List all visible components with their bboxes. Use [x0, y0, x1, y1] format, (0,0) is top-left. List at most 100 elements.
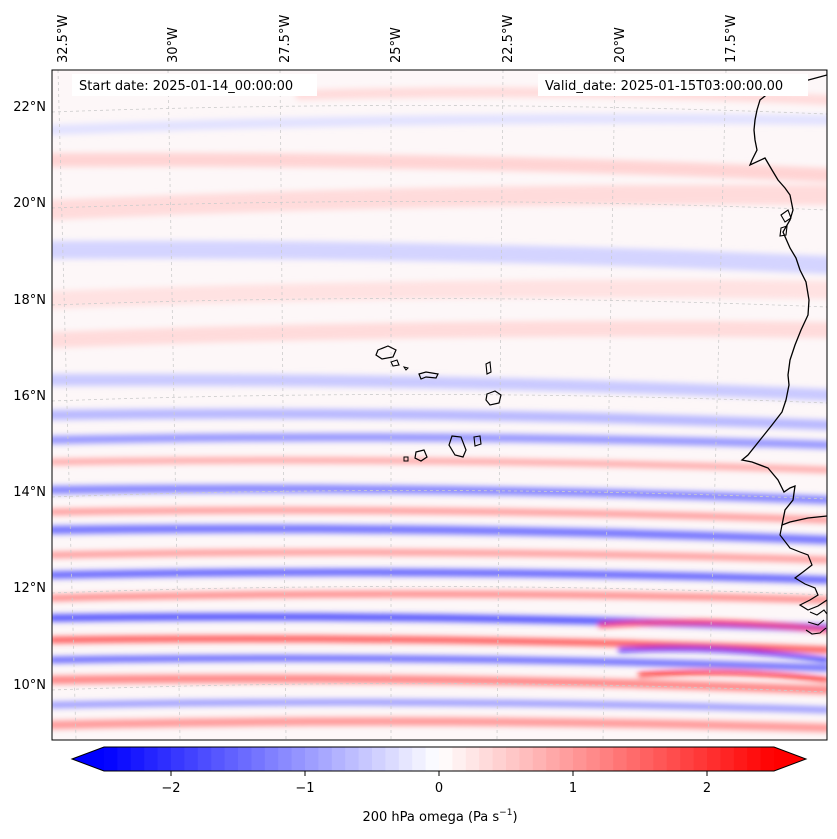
island-boa-vista: [485, 390, 502, 406]
lat-label: 22°N: [13, 100, 46, 115]
colorbar-cell: [733, 747, 748, 771]
colorbar-cell: [439, 747, 453, 771]
omega-band: [52, 184, 827, 220]
colorbar-cell: [318, 747, 333, 771]
colorbar-cell: [238, 747, 252, 771]
omega-band: [52, 433, 827, 449]
parallel-line: [52, 683, 827, 693]
start-date-label: Start date: 2025-01-14_00:00:00: [79, 79, 293, 94]
colorbar-cell: [599, 747, 614, 771]
lat-label: 14°N: [13, 485, 46, 500]
omega-band: [52, 674, 827, 694]
lon-label: 27.5°W: [278, 15, 293, 63]
colorbar-cell: [573, 747, 587, 771]
lon-label: 22.5°W: [501, 15, 516, 63]
colorbar-cell: [626, 747, 641, 771]
omega-band: [52, 240, 827, 274]
colorbar-cell: [345, 747, 360, 771]
colorbar-cell: [305, 747, 319, 771]
meridian-line: [57, 70, 77, 740]
omega-band: [52, 635, 827, 653]
island-santo-antao: [375, 345, 397, 360]
colorbar-cell: [171, 747, 185, 771]
colorbar-cell: [278, 747, 293, 771]
colorbar-cell: [372, 747, 386, 771]
colorbar-outline: [70, 746, 808, 772]
colorbar-cell: [707, 747, 721, 771]
colorbar-cell: [425, 747, 440, 771]
meridian-line: [279, 70, 287, 740]
omega-band: [52, 279, 827, 309]
colorbar-tick-label: 0: [435, 781, 443, 796]
lat-label: 12°N: [13, 581, 46, 596]
omega-band: [52, 655, 827, 671]
map-border: [51, 69, 828, 741]
colorbar-ticks: −2 −1 0 1 2: [161, 771, 711, 796]
omega-band: [52, 320, 827, 348]
colorbar-cell: [224, 747, 239, 771]
island-fogo: [414, 449, 428, 462]
latitude-labels: 22°N 20°N 18°N 16°N 14°N 12°N 10°N: [13, 100, 46, 693]
colorbar-cell: [546, 747, 561, 771]
omega-band: [52, 699, 827, 713]
colorbar-extend-max: [774, 747, 806, 771]
omega-band: [52, 549, 827, 563]
lon-label: 17.5°W: [724, 15, 739, 63]
parallel-line: [52, 490, 827, 500]
omega-band: [618, 646, 827, 662]
gridlines: [52, 70, 827, 740]
colorbar-cell: [465, 747, 480, 771]
cape-blanc-island: [779, 209, 792, 237]
colorbar-cell: [211, 747, 226, 771]
map-panel: Start date: 2025-01-14_00:00:00 Valid_da…: [51, 69, 828, 741]
colorbar-cell: [640, 747, 654, 771]
parallel-line: [52, 105, 827, 115]
colorbar-cell: [586, 747, 601, 771]
omega-band: [638, 670, 827, 682]
colorbar-cell: [184, 747, 199, 771]
parallel-line: [52, 201, 827, 211]
lon-label: 30°W: [166, 27, 181, 63]
colorbar-cell: [358, 747, 373, 771]
island-maio: [473, 435, 482, 447]
lat-label: 18°N: [13, 293, 46, 308]
colorbar-cell: [479, 747, 494, 771]
colorbar-cell: [747, 747, 762, 771]
colorbar-cell: [398, 747, 413, 771]
colorbar-cell: [264, 747, 279, 771]
meridian-line: [496, 70, 504, 740]
omega-band: [52, 484, 827, 504]
island-sal: [485, 361, 492, 375]
colorbar-tick-label: −2: [161, 781, 180, 796]
colorbar-cell: [144, 747, 159, 771]
colorbar-cell: [117, 747, 132, 771]
parallel-line: [52, 586, 827, 596]
lat-label: 10°N: [13, 678, 46, 693]
colorbar-cell: [331, 747, 346, 771]
colorbar-extend-min: [72, 747, 104, 771]
colorbar-cell: [653, 747, 668, 771]
start-date-box: [72, 74, 317, 96]
omega-band: [52, 568, 827, 584]
meridian-line: [707, 70, 727, 740]
island-brava: [403, 456, 409, 462]
colorbar-tick-label: −1: [295, 781, 314, 796]
colorbar-label: 200 hPa omega (Pa s−1): [362, 808, 517, 825]
colorbar-tick-label: 1: [569, 781, 577, 796]
omega-band: [52, 524, 827, 544]
guinea-bissau-coast: [805, 609, 827, 635]
colorbar-cell: [693, 747, 708, 771]
parallel-line: [52, 394, 827, 404]
omega-band: [598, 620, 827, 632]
colorbar-cell: [492, 747, 507, 771]
senegal-coast-south: [779, 524, 827, 611]
longitude-labels: 32.5°W 30°W 27.5°W 25°W 22.5°W 20°W 17.5…: [56, 15, 739, 63]
colorbar: −2 −1 0 1 2 200 hPa omega (Pa s−1): [70, 746, 808, 825]
island-santiago: [448, 435, 467, 458]
omega-field: [52, 70, 827, 740]
lon-label: 25°W: [389, 27, 404, 63]
island-sao-vicente: [390, 359, 400, 367]
colorbar-cell: [760, 747, 775, 771]
colorbar-cell: [104, 747, 118, 771]
